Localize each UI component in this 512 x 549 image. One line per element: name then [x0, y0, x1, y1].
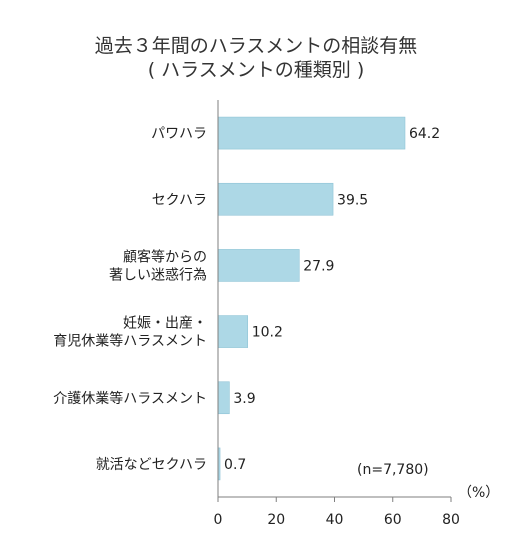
chart-subtitle: ( ハラスメントの種類別 )	[147, 59, 365, 81]
value-label: 3.9	[233, 391, 255, 407]
category-label: 介護休業等ハラスメント	[53, 390, 207, 407]
value-label: 10.2	[252, 325, 283, 341]
category-label: 顧客等からの	[123, 248, 207, 265]
category-label: セクハラ	[152, 192, 207, 208]
x-tick-label: 80	[442, 512, 460, 528]
x-tick-label: 60	[384, 512, 402, 528]
unit-label: （%）	[458, 485, 499, 501]
category-label: パワハラ	[151, 126, 207, 142]
bar	[217, 381, 230, 415]
category-label: 就活などセクハラ	[96, 457, 207, 473]
bar	[217, 182, 334, 216]
chart-title-block: 過去３年間のハラスメントの相談有無 ( ハラスメントの種類別 )	[0, 34, 512, 82]
x-tick-label: 40	[326, 512, 344, 528]
value-label: 27.9	[303, 258, 334, 274]
value-label: 39.5	[337, 192, 368, 208]
sample-size-note: (n=7,780)	[357, 462, 429, 478]
x-tick-label: 20	[267, 512, 285, 528]
bar	[217, 116, 406, 150]
category-label: 著しい迷惑行為	[109, 267, 207, 283]
bar	[217, 315, 249, 348]
x-tick-label: 0	[214, 512, 223, 528]
chart-title: 過去３年間のハラスメントの相談有無	[94, 35, 418, 57]
value-label: 0.7	[224, 457, 246, 473]
category-label: 育児休業等ハラスメント	[53, 333, 207, 350]
value-label: 64.2	[409, 126, 440, 142]
category-label: 妊娠・出産・	[123, 316, 207, 332]
bar	[217, 249, 300, 282]
